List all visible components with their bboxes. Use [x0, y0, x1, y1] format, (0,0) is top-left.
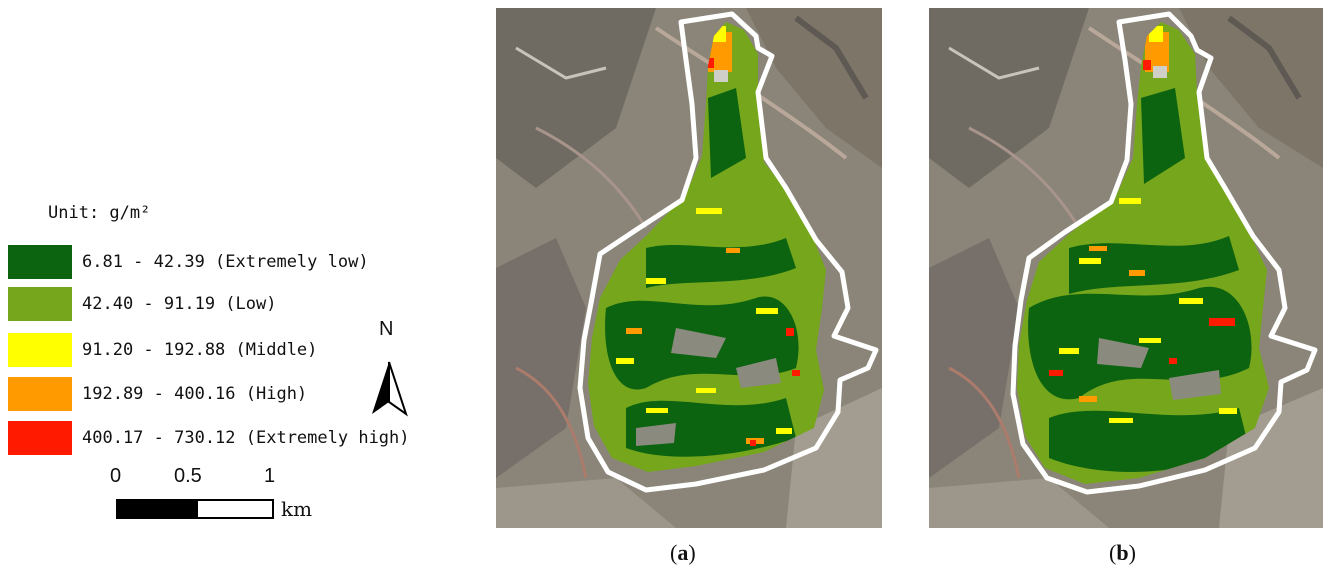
legend-entry-extremely-high: 400.17 - 730.12 (Extremely high)	[8, 421, 478, 459]
legend-swatch	[8, 287, 72, 321]
legend-swatch	[8, 333, 72, 367]
legend-entry-extremely-low: 6.81 - 42.39 (Extremely low)	[8, 245, 478, 283]
scale-bar-black-segment	[118, 501, 198, 517]
legend-entry-middle: 91.20 - 192.88 (Middle)	[8, 333, 478, 371]
legend-label: 42.40 - 91.19 (Low)	[82, 294, 277, 314]
legend-swatch	[8, 421, 72, 455]
legend-label: 400.17 - 730.12 (Extremely high)	[82, 428, 410, 448]
scale-tick-0: 0	[110, 465, 122, 487]
legend-unit: Unit: g/m²	[48, 203, 151, 223]
map-panel-b	[929, 8, 1323, 528]
map-legend: Unit: g/m² 6.81 - 42.39 (Extremely low) …	[0, 0, 480, 574]
legend-entry-low: 42.40 - 91.19 (Low)	[8, 287, 478, 325]
legend-label: 91.20 - 192.88 (Middle)	[82, 340, 318, 360]
scale-unit: km	[281, 497, 313, 521]
legend-swatch	[8, 377, 72, 411]
legend-entry-high: 192.89 - 400.16 (High)	[8, 377, 478, 415]
scale-bar	[116, 499, 274, 519]
north-arrow-icon	[372, 361, 408, 417]
legend-label: 192.89 - 400.16 (High)	[82, 384, 308, 404]
panel-a-caption: (a)	[670, 540, 696, 565]
panel-b-caption: (b)	[1109, 540, 1136, 565]
scale-tick-0-5: 0.5	[174, 465, 202, 487]
satellite-map-a	[496, 8, 882, 528]
north-label: N	[379, 318, 394, 340]
legend-label: 6.81 - 42.39 (Extremely low)	[82, 252, 369, 272]
scale-tick-1: 1	[264, 465, 276, 487]
legend-swatch	[8, 245, 72, 279]
map-panel-a	[496, 8, 882, 528]
satellite-map-b	[929, 8, 1323, 528]
biomass-classified-area-a	[588, 22, 826, 472]
